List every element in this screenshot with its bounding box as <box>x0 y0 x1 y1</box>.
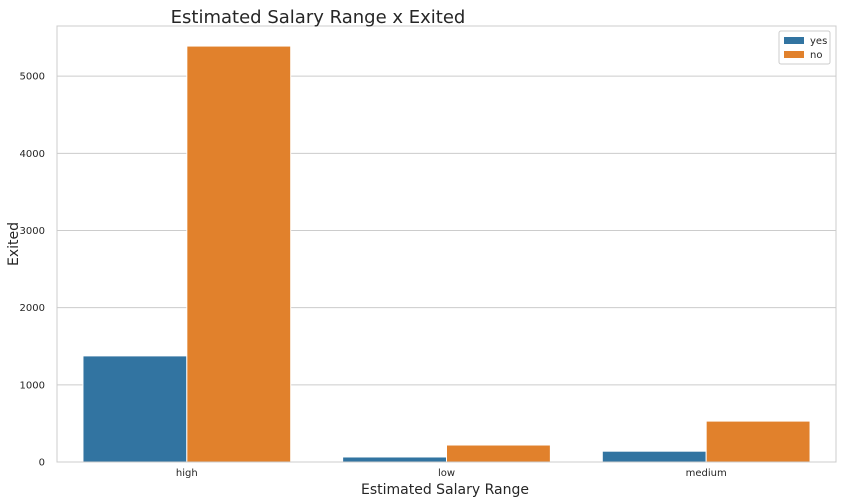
x-tick-label: low <box>438 468 455 479</box>
y-axis-title: Exited <box>6 222 22 266</box>
bars <box>82 45 811 463</box>
y-tick-label: 5000 <box>20 72 45 83</box>
axes-frame <box>56 25 837 463</box>
x-axis-title: Estimated Salary Range <box>361 482 529 498</box>
chart-title: Estimated Salary Range x Exited <box>171 7 466 28</box>
bar-no-high <box>186 45 292 463</box>
y-tick-label: 0 <box>39 458 45 469</box>
y-tick-label: 2000 <box>20 303 45 314</box>
bar-no-low <box>446 444 551 463</box>
x-tick-label: medium <box>686 468 727 479</box>
legend-label-no: no <box>810 50 822 61</box>
plot-frame <box>56 25 837 463</box>
y-tick-label: 1000 <box>20 380 45 391</box>
bar-yes-low <box>342 456 447 463</box>
x-tick-label: high <box>176 468 198 479</box>
bar-yes-medium <box>601 450 707 463</box>
y-tick-label: 3000 <box>20 226 45 237</box>
legend-swatch-no <box>784 51 804 58</box>
legend-label-yes: yes <box>810 36 827 47</box>
y-tick-labels: 0 1000 2000 3000 4000 5000 <box>20 72 45 469</box>
bar-no-medium <box>705 420 811 463</box>
y-tick-label: 4000 <box>20 149 45 160</box>
bar-yes-high <box>82 355 188 463</box>
legend-swatch-yes <box>784 37 804 44</box>
x-tick-labels: high low medium <box>176 468 727 479</box>
legend: yes no <box>778 30 831 65</box>
